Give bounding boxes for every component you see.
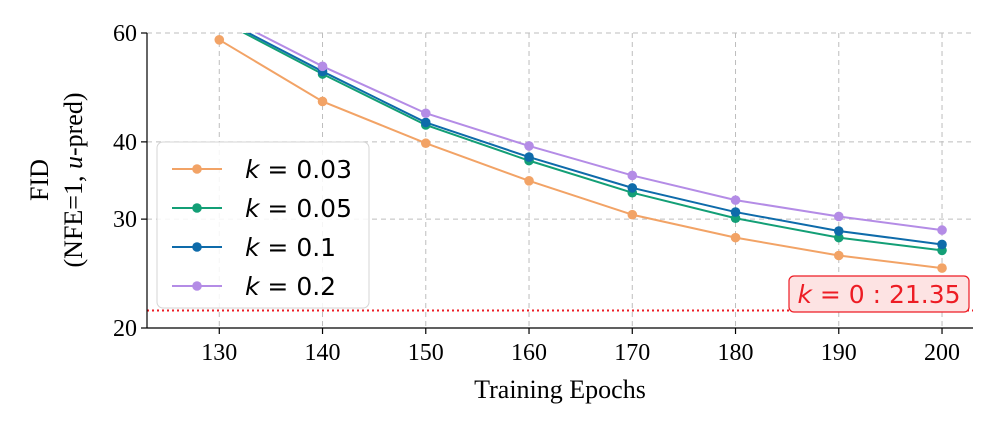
x-tick-label: 150 bbox=[408, 340, 444, 366]
legend-frame bbox=[156, 141, 370, 309]
data-point bbox=[730, 207, 741, 217]
data-point bbox=[317, 96, 328, 107]
data-point bbox=[937, 225, 947, 235]
x-tick-label: 160 bbox=[511, 340, 547, 366]
y-axis-title: FID bbox=[25, 159, 54, 201]
baseline-label-box bbox=[788, 275, 970, 313]
data-point bbox=[730, 232, 741, 243]
x-tick-label: 140 bbox=[305, 340, 341, 366]
data-point bbox=[214, 15, 224, 25]
x-tick-label: 170 bbox=[614, 340, 650, 366]
data-point bbox=[833, 211, 844, 222]
series-line bbox=[242, 33, 943, 252]
legend-label: k = 0.05 bbox=[245, 194, 352, 223]
data-point bbox=[937, 239, 947, 250]
baseline-label-text: k = 0 : 21.35 bbox=[797, 280, 960, 309]
data-point bbox=[627, 170, 638, 181]
data-point bbox=[833, 250, 844, 261]
y-axis-subtitle: (NFE=1, u-pred) bbox=[59, 93, 88, 268]
x-tick-label: 190 bbox=[821, 340, 857, 366]
series-line bbox=[218, 38, 943, 270]
series-line bbox=[255, 33, 943, 232]
legend: k = 0.03 k = 0.05 k = 0.1 k = 0.2 bbox=[156, 141, 370, 309]
legend-marker bbox=[192, 281, 202, 291]
data-point bbox=[833, 226, 844, 236]
data-point bbox=[420, 138, 431, 149]
y-tick-label: 40 bbox=[113, 130, 137, 156]
series-group bbox=[214, 9, 947, 273]
data-point bbox=[317, 61, 328, 72]
y-tick-label: 60 bbox=[113, 21, 137, 47]
legend-label: k = 0.03 bbox=[245, 155, 352, 184]
x-axis-title: Training Epochs bbox=[474, 375, 646, 404]
data-point bbox=[524, 152, 534, 162]
legend-marker bbox=[192, 242, 202, 252]
y-tick-label: 20 bbox=[113, 316, 137, 342]
data-point bbox=[214, 34, 225, 45]
x-tick-label: 130 bbox=[201, 340, 237, 366]
data-point bbox=[627, 209, 638, 220]
data-point bbox=[214, 9, 224, 19]
legend-marker bbox=[192, 164, 202, 174]
x-ticks: 130 140 150 160 170 180 190 200 bbox=[201, 328, 960, 366]
legend-label: k = 0.1 bbox=[245, 233, 336, 262]
legend-marker bbox=[192, 203, 202, 213]
data-point bbox=[420, 108, 431, 119]
y-tick-label: 30 bbox=[113, 207, 137, 233]
data-point bbox=[214, 13, 224, 23]
legend-label: k = 0.2 bbox=[245, 272, 336, 301]
data-point bbox=[937, 263, 947, 273]
data-point bbox=[524, 176, 534, 186]
data-point bbox=[833, 232, 844, 243]
series-line bbox=[246, 33, 943, 246]
x-tick-label: 180 bbox=[718, 340, 754, 366]
y-ticks: 20 30 40 60 bbox=[113, 21, 147, 342]
data-point bbox=[524, 141, 534, 151]
x-tick-label: 200 bbox=[924, 340, 960, 366]
data-point bbox=[627, 183, 638, 193]
data-point bbox=[420, 117, 431, 128]
data-point bbox=[730, 195, 741, 205]
baseline-label: k = 0 : 21.35 bbox=[788, 275, 970, 313]
